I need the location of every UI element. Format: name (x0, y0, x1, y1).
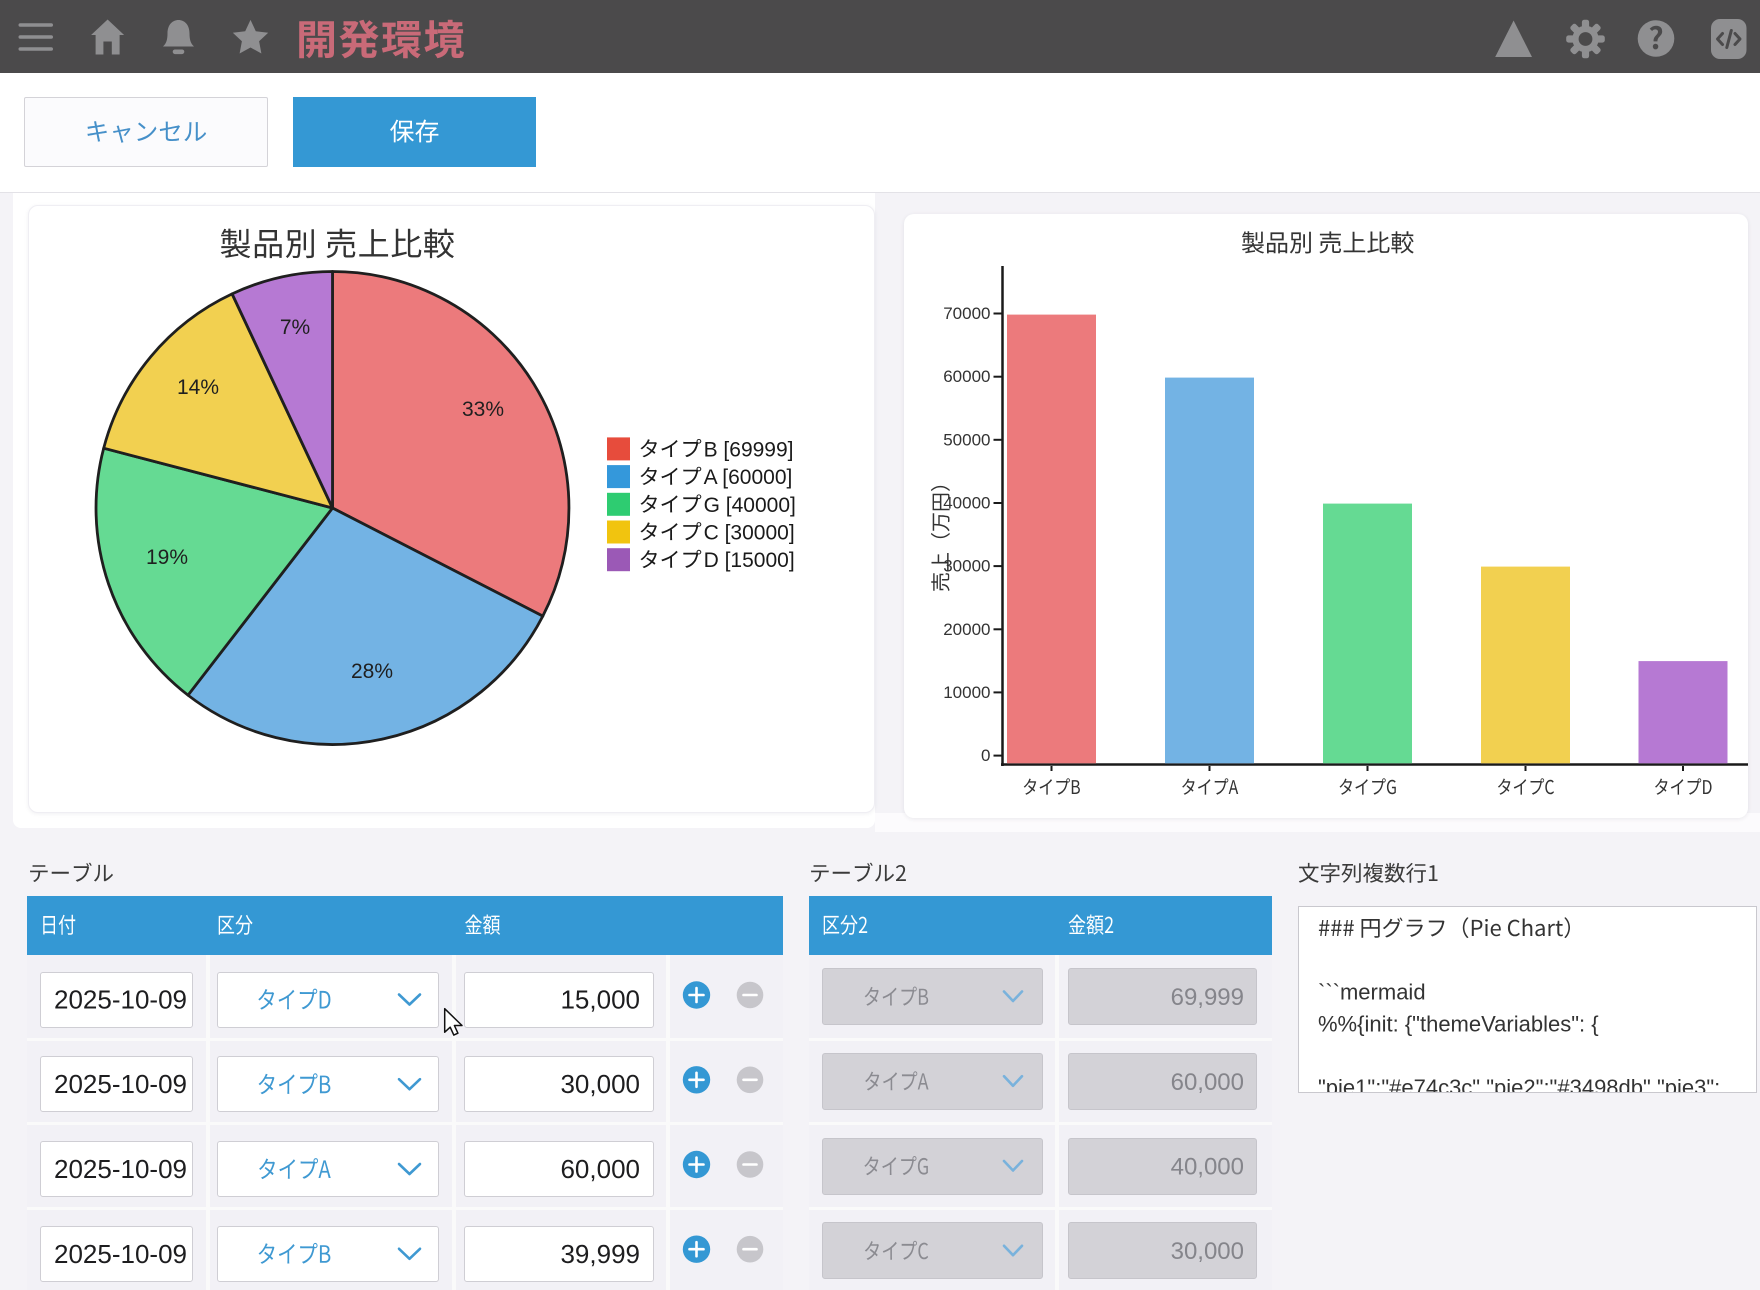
svg-text:20000: 20000 (943, 620, 990, 639)
svg-text:19%: 19% (146, 546, 188, 569)
svg-text:C [30000]: C [30000] (704, 522, 795, 545)
svg-text:40,000: 40,000 (1171, 1154, 1244, 1181)
svg-text:60,000: 60,000 (560, 1154, 640, 1184)
svg-text:70000: 70000 (943, 304, 990, 323)
svg-text:2025-10-09: 2025-10-09 (54, 1069, 187, 1099)
svg-text:0: 0 (981, 746, 990, 765)
svg-text:10000: 10000 (943, 683, 990, 702)
svg-text:2025-10-09: 2025-10-09 (54, 1154, 187, 1184)
svg-text:2025-10-09: 2025-10-09 (54, 985, 187, 1015)
svg-text:30,000: 30,000 (560, 1069, 640, 1099)
svg-text:50000: 50000 (943, 430, 990, 449)
svg-text:A [60000]: A [60000] (704, 466, 793, 489)
svg-text:G [40000]: G [40000] (704, 494, 796, 517)
svg-text:%%{init: {"themeVariables": {: %%{init: {"themeVariables": { (1318, 1011, 1599, 1036)
svg-text:60,000: 60,000 (1171, 1069, 1244, 1096)
svg-text:33%: 33% (462, 398, 504, 421)
svg-text:60000: 60000 (943, 367, 990, 386)
svg-text:2025-10-09: 2025-10-09 (54, 1239, 187, 1269)
svg-text:B [69999]: B [69999] (704, 438, 794, 461)
svg-text:7%: 7% (280, 316, 310, 339)
svg-text:40000: 40000 (943, 494, 990, 513)
svg-text:14%: 14% (177, 376, 219, 399)
svg-text:30,000: 30,000 (1171, 1238, 1244, 1265)
svg-text:"pie1":"#e74c3c","pie2":"#3498: "pie1":"#e74c3c","pie2":"#3498db","pie3"… (1318, 1075, 1720, 1100)
svg-text:30000: 30000 (943, 557, 990, 576)
svg-text:39,999: 39,999 (560, 1239, 640, 1269)
svg-text:```mermaid: ```mermaid (1318, 980, 1426, 1005)
svg-text:28%: 28% (351, 660, 393, 683)
svg-text:15,000: 15,000 (560, 985, 640, 1015)
svg-text:69,999: 69,999 (1171, 984, 1244, 1011)
svg-text:D [15000]: D [15000] (704, 549, 795, 572)
